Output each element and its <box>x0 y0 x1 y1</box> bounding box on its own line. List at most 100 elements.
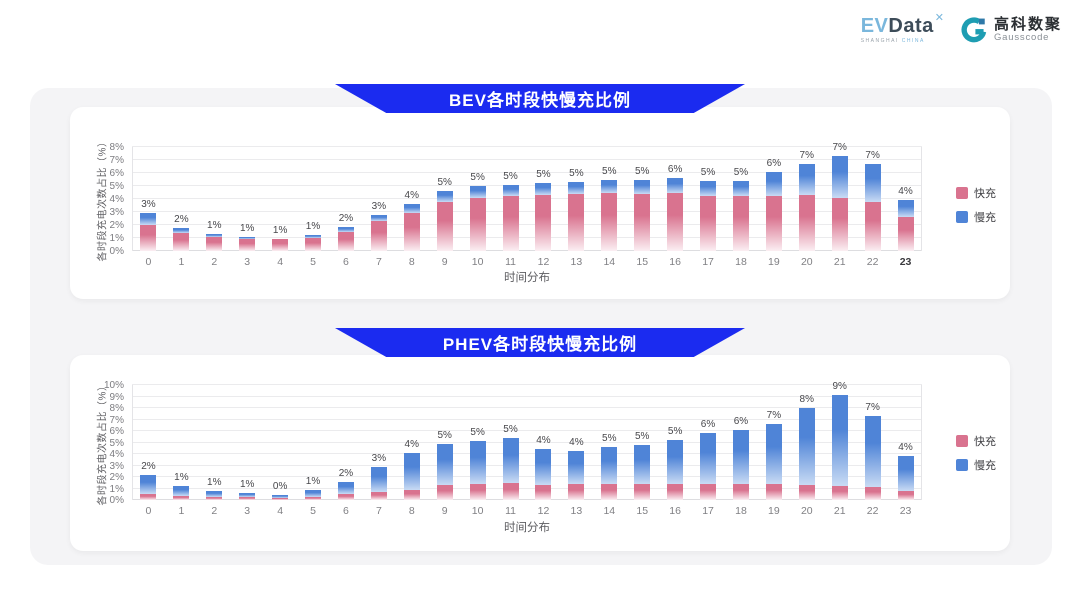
bar-segment-慢充[interactable] <box>601 180 618 194</box>
bar-segment-快充[interactable] <box>436 485 453 500</box>
bar-segment-快充[interactable] <box>403 213 420 251</box>
bar-segment-快充[interactable] <box>272 497 289 500</box>
bar-segment-快充[interactable] <box>765 196 782 251</box>
bar-segment-快充[interactable] <box>140 494 157 500</box>
bar-segment-慢充[interactable] <box>732 429 749 484</box>
bar-segment-慢充[interactable] <box>634 180 651 194</box>
bar-segment-快充[interactable] <box>436 201 453 251</box>
bar-segment-慢充[interactable] <box>272 494 289 498</box>
bar-segment-慢充[interactable] <box>206 490 223 497</box>
bar-segment-快充[interactable] <box>897 217 914 251</box>
bar-segment-慢充[interactable] <box>864 163 881 202</box>
bar-segment-慢充[interactable] <box>337 226 354 232</box>
bar-segment-慢充[interactable] <box>568 182 585 195</box>
bar-segment-快充[interactable] <box>634 193 651 251</box>
bar-segment-快充[interactable] <box>206 237 223 251</box>
bar-segment-快充[interactable] <box>502 482 519 500</box>
bar-segment-慢充[interactable] <box>798 163 815 196</box>
bar-segment-快充[interactable] <box>535 485 552 500</box>
bar-segment-快充[interactable] <box>305 238 322 251</box>
bar-segment-慢充[interactable] <box>370 214 387 222</box>
bar-segment-慢充[interactable] <box>897 456 914 491</box>
bar-segment-慢充[interactable] <box>337 481 354 495</box>
bar-segment-快充[interactable] <box>403 489 420 500</box>
bar-segment-慢充[interactable] <box>469 186 486 198</box>
bar-segment-快充[interactable] <box>370 491 387 500</box>
bar-segment-慢充[interactable] <box>765 424 782 485</box>
legend-item-快充[interactable]: 快充 <box>956 185 996 201</box>
bar-segment-快充[interactable] <box>667 192 684 251</box>
bar-segment-快充[interactable] <box>864 201 881 251</box>
bar-segment-快充[interactable] <box>305 496 322 500</box>
bar-segment-慢充[interactable] <box>239 236 256 239</box>
bar-segment-慢充[interactable] <box>700 180 717 197</box>
bar-segment-快充[interactable] <box>173 232 190 251</box>
bar-segment-慢充[interactable] <box>535 449 552 486</box>
bar-segment-慢充[interactable] <box>831 395 848 486</box>
bar-segment-慢充[interactable] <box>502 437 519 483</box>
bar-segment-慢充[interactable] <box>403 452 420 490</box>
bar-segment-慢充[interactable] <box>831 156 848 198</box>
bar-segment-慢充[interactable] <box>634 444 651 484</box>
bar-segment-快充[interactable] <box>140 225 157 251</box>
bar-segment-慢充[interactable] <box>239 493 256 498</box>
bar-segment-快充[interactable] <box>897 490 914 500</box>
bar-segment-慢充[interactable] <box>568 450 585 485</box>
bar-segment-慢充[interactable] <box>535 183 552 196</box>
bar-segment-快充[interactable] <box>798 195 815 251</box>
bar-segment-慢充[interactable] <box>140 474 157 495</box>
bar-segment-慢充[interactable] <box>502 184 519 197</box>
bar-segment-快充[interactable] <box>831 485 848 500</box>
bar-segment-快充[interactable] <box>765 484 782 500</box>
bar-segment-快充[interactable] <box>831 197 848 251</box>
bar-segment-慢充[interactable] <box>469 441 486 484</box>
bar-segment-快充[interactable] <box>370 221 387 251</box>
bar-segment-快充[interactable] <box>206 496 223 500</box>
bar-segment-快充[interactable] <box>732 196 749 251</box>
bar-segment-快充[interactable] <box>337 494 354 500</box>
bar-segment-慢充[interactable] <box>798 408 815 486</box>
bar-segment-快充[interactable] <box>535 195 552 251</box>
bar-segment-快充[interactable] <box>798 485 815 500</box>
bar-segment-快充[interactable] <box>469 483 486 500</box>
bar-segment-慢充[interactable] <box>667 440 684 484</box>
bar-segment-慢充[interactable] <box>370 466 387 492</box>
bar-segment-快充[interactable] <box>239 497 256 500</box>
bar-segment-慢充[interactable] <box>864 416 881 487</box>
bar-segment-慢充[interactable] <box>897 200 914 218</box>
bar-segment-快充[interactable] <box>700 483 717 500</box>
bar-segment-慢充[interactable] <box>436 443 453 486</box>
bar-segment-快充[interactable] <box>502 196 519 251</box>
bar-segment-慢充[interactable] <box>700 433 717 484</box>
bar-segment-慢充[interactable] <box>732 180 749 197</box>
bar-segment-快充[interactable] <box>864 486 881 500</box>
legend-item-慢充[interactable]: 慢充 <box>956 457 996 473</box>
bar-segment-慢充[interactable] <box>173 486 190 496</box>
bar-segment-快充[interactable] <box>272 239 289 251</box>
bar-segment-快充[interactable] <box>568 194 585 251</box>
bar-segment-慢充[interactable] <box>173 227 190 233</box>
bar-segment-慢充[interactable] <box>140 213 157 225</box>
bar-segment-快充[interactable] <box>601 193 618 251</box>
bar-segment-快充[interactable] <box>667 483 684 500</box>
legend-item-慢充[interactable]: 慢充 <box>956 209 996 225</box>
bar-segment-慢充[interactable] <box>601 447 618 485</box>
bar-segment-快充[interactable] <box>568 484 585 500</box>
bar-segment-快充[interactable] <box>700 196 717 251</box>
legend-item-快充[interactable]: 快充 <box>956 433 996 449</box>
bar-segment-快充[interactable] <box>469 197 486 251</box>
bar-segment-慢充[interactable] <box>272 238 289 240</box>
bar-segment-慢充[interactable] <box>667 178 684 193</box>
bar-segment-快充[interactable] <box>173 495 190 500</box>
bar-segment-快充[interactable] <box>732 483 749 500</box>
bar-segment-慢充[interactable] <box>403 204 420 214</box>
bar-segment-慢充[interactable] <box>765 171 782 197</box>
bar-segment-快充[interactable] <box>601 484 618 500</box>
bar-segment-慢充[interactable] <box>305 235 322 238</box>
bar-segment-慢充[interactable] <box>436 191 453 202</box>
bar-segment-慢充[interactable] <box>305 490 322 497</box>
bar-segment-快充[interactable] <box>239 238 256 251</box>
bar-segment-慢充[interactable] <box>206 234 223 238</box>
bar-segment-快充[interactable] <box>337 231 354 251</box>
bar-segment-快充[interactable] <box>634 483 651 500</box>
